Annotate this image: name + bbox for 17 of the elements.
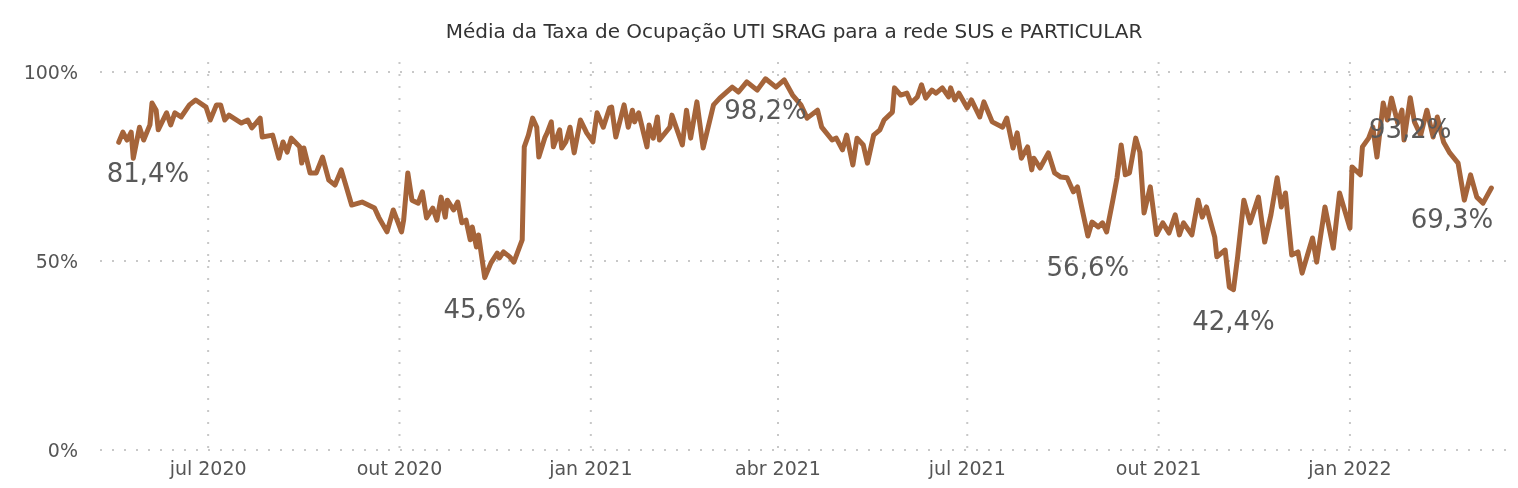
- x-tick-label: jul 2021: [927, 457, 1006, 479]
- x-tick-label: jul 2020: [168, 457, 247, 479]
- y-tick-label: 100%: [23, 60, 78, 83]
- annotation: 56,6%: [1046, 252, 1130, 283]
- x-tick-label: jan 2021: [548, 457, 633, 479]
- x-tick-label: jan 2022: [1307, 457, 1392, 479]
- x-tick-label: out 2020: [356, 457, 443, 479]
- y-tick-label: 0%: [47, 438, 78, 461]
- x-tick-label: out 2021: [1115, 457, 1202, 479]
- annotation: 42,4%: [1192, 305, 1275, 336]
- y-tick-label: 50%: [35, 249, 78, 272]
- annotation: 81,4%: [106, 158, 190, 189]
- x-tick-label: abr 2021: [735, 457, 821, 479]
- chart-title: Média da Taxa de Ocupação UTI SRAG para a rede SUS e PARTICULAR: [445, 19, 1143, 43]
- annotation: 69,3%: [1410, 204, 1494, 235]
- annotation: 45,6%: [443, 293, 527, 324]
- annotation: 93,2%: [1368, 113, 1452, 144]
